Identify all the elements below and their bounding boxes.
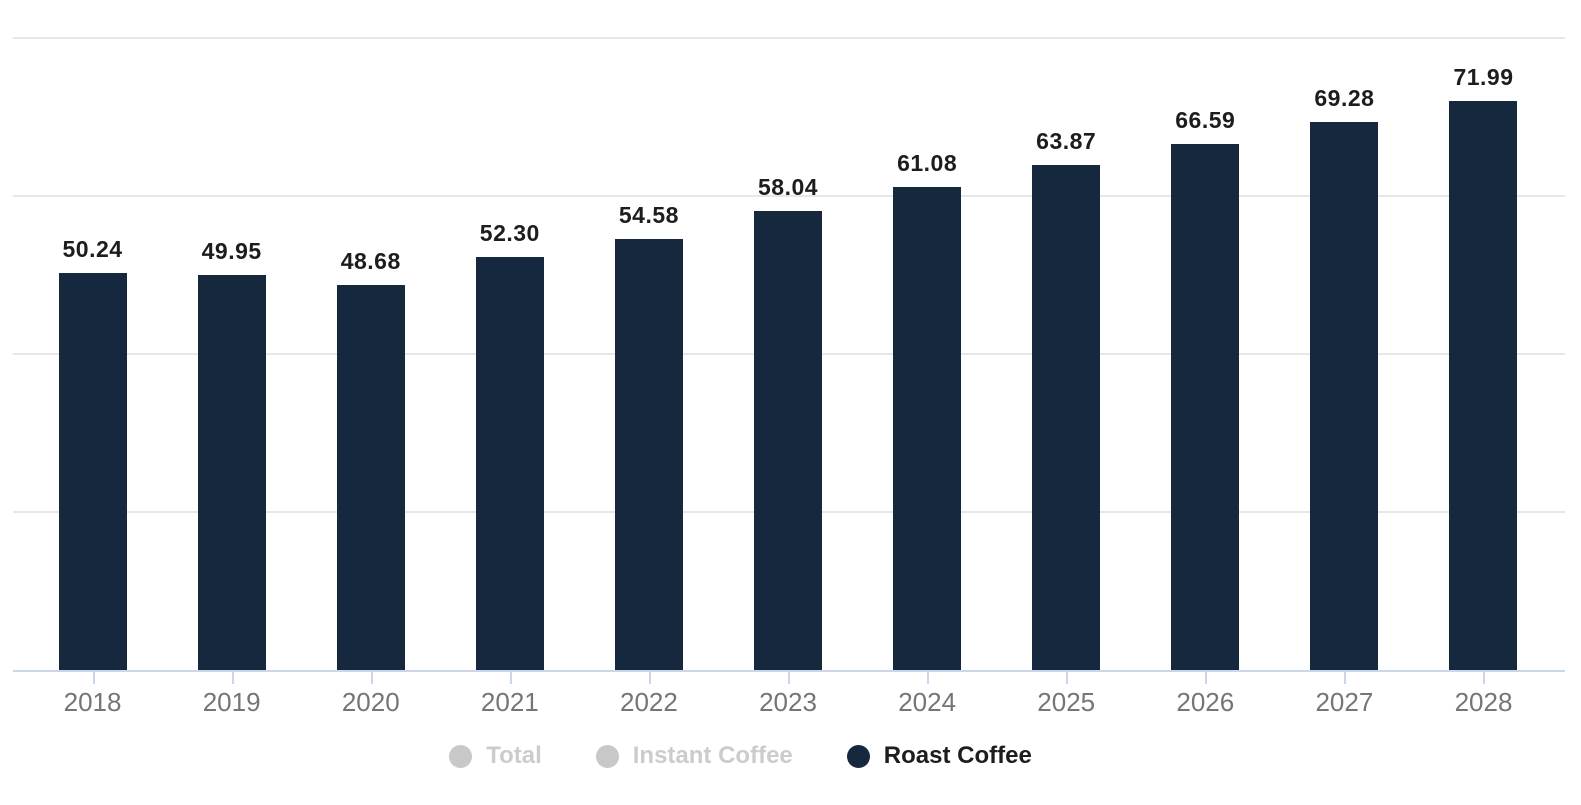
x-axis-tick — [927, 672, 930, 684]
bar-2018[interactable] — [58, 272, 127, 670]
x-axis-label: 2026 — [1176, 687, 1235, 717]
legend: Total Instant Coffee Roast Coffee — [0, 742, 1531, 770]
bar-value-label: 71.99 — [1453, 63, 1514, 90]
x-axis-label: 2019 — [202, 687, 261, 717]
x-axis-tick — [370, 672, 373, 684]
legend-label: Total — [486, 742, 542, 769]
x-axis-label: 2024 — [898, 687, 957, 717]
category-slot-2023: 58.04 2023 — [718, 0, 857, 717]
category-slot-2024: 61.08 2024 — [858, 0, 997, 717]
bar-2025[interactable] — [1032, 165, 1101, 670]
bar-2021[interactable] — [475, 256, 544, 670]
legend-label: Instant Coffee — [632, 742, 793, 769]
bar-value-label: 58.04 — [757, 174, 819, 201]
bar-2020[interactable] — [336, 285, 405, 670]
x-axis-tick — [231, 672, 234, 684]
category-slot-2021: 52.30 2021 — [440, 0, 579, 717]
x-axis-tick — [509, 672, 512, 684]
bar-value-label: 50.24 — [62, 235, 123, 262]
x-axis-label: 2023 — [759, 687, 817, 717]
x-axis-tick — [788, 672, 791, 684]
x-axis-label: 2022 — [620, 687, 678, 717]
bar-value-label: 48.68 — [340, 248, 401, 275]
legend-marker-icon — [449, 744, 473, 768]
legend-marker-icon — [595, 744, 619, 768]
gridline-80 — [13, 36, 1565, 39]
category-slot-2027: 69.28 2027 — [1275, 0, 1414, 717]
bar-value-label: 69.28 — [1314, 85, 1375, 112]
bar-value-label: 61.08 — [897, 150, 958, 177]
bar-value-label: 63.87 — [1036, 128, 1097, 155]
bar-2024[interactable] — [893, 187, 962, 670]
x-axis-tick — [1205, 672, 1208, 684]
plot-area: 50.24 2018 49.95 2019 48.68 2020 52.30 2021 54.5… — [13, 0, 1565, 717]
category-slot-2022: 54.58 2022 — [579, 0, 718, 717]
category-slot-2018: 50.24 2018 — [23, 0, 162, 717]
bar-slots: 50.24 2018 49.95 2019 48.68 2020 52.30 2021 54.5… — [13, 0, 1565, 717]
bar-value-label: 66.59 — [1175, 106, 1236, 133]
gridline-60 — [13, 194, 1565, 197]
x-axis-tick — [1344, 672, 1347, 684]
x-axis-tick — [648, 672, 651, 684]
bar-2027[interactable] — [1310, 122, 1379, 670]
legend-item-instant-coffee[interactable]: Instant Coffee — [595, 742, 793, 770]
legend-item-roast-coffee[interactable]: Roast Coffee — [846, 742, 1032, 770]
legend-marker-icon — [846, 744, 870, 768]
legend-label: Roast Coffee — [883, 742, 1032, 769]
x-axis-label: 2028 — [1454, 687, 1513, 717]
category-slot-2026: 66.59 2026 — [1136, 0, 1275, 717]
bar-value-label: 52.30 — [479, 219, 540, 246]
x-axis-label: 2020 — [341, 687, 400, 717]
bar-2022[interactable] — [614, 238, 683, 670]
bar-2023[interactable] — [754, 211, 823, 670]
bar-2028[interactable] — [1449, 100, 1518, 670]
x-axis-label: 2025 — [1037, 687, 1096, 717]
bar-2026[interactable] — [1171, 143, 1240, 670]
legend-item-total[interactable]: Total — [449, 742, 542, 770]
bar-value-label: 54.58 — [618, 201, 679, 228]
category-slot-2028: 71.99 2028 — [1414, 0, 1553, 717]
category-slot-2020: 48.68 2020 — [301, 0, 440, 717]
x-axis-tick — [92, 672, 95, 684]
bar-2019[interactable] — [197, 275, 266, 670]
x-axis-label: 2018 — [63, 687, 122, 717]
bar-value-label: 49.95 — [201, 238, 262, 265]
x-axis-tick — [1483, 672, 1486, 684]
category-slot-2019: 49.95 2019 — [162, 0, 301, 717]
category-slot-2025: 63.87 2025 — [997, 0, 1136, 717]
x-axis-label: 2021 — [480, 687, 539, 717]
x-axis-tick — [1066, 672, 1069, 684]
x-axis-label: 2027 — [1315, 687, 1374, 717]
